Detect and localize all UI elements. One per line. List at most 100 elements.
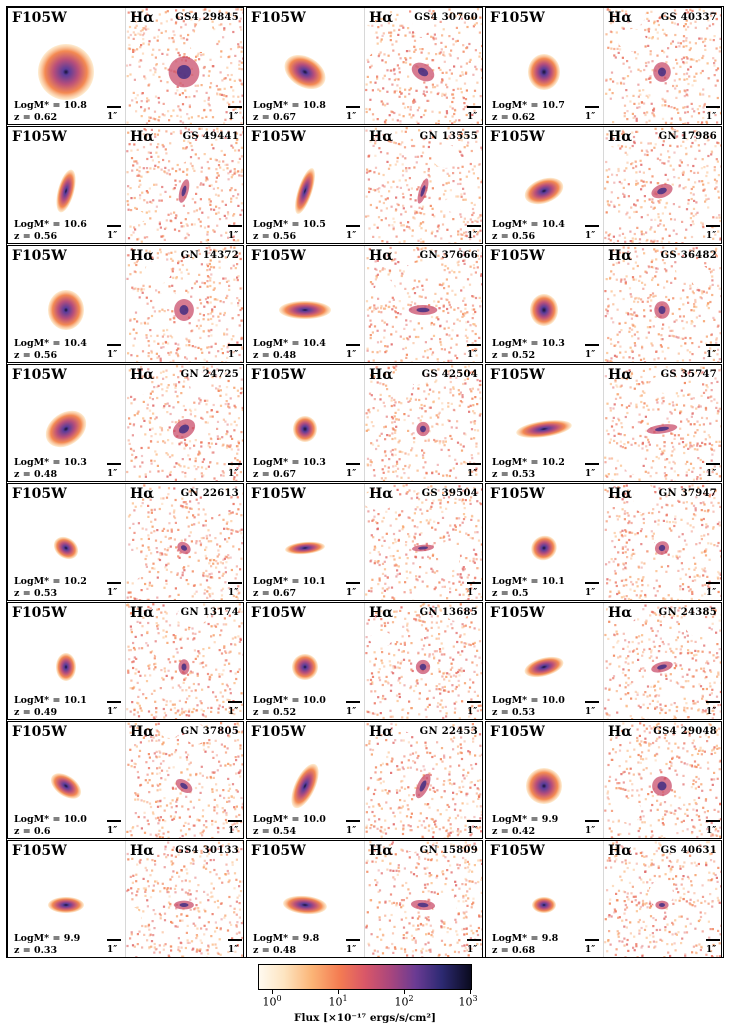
- redshift-label: z = 0.48: [14, 469, 58, 480]
- halpha-map-svg: [126, 722, 243, 838]
- scale-bar: [467, 463, 481, 465]
- halpha-image: [365, 365, 482, 481]
- stellar-mass-label: LogM* = 10.2: [14, 576, 87, 587]
- scale-bar: [346, 463, 360, 465]
- filter-label: F105W: [12, 10, 67, 26]
- halpha-label: Hα: [369, 129, 394, 145]
- scale-bar-label: 1″: [467, 707, 478, 717]
- scale-bar-label: 1″: [585, 707, 596, 717]
- stellar-mass-label: LogM* = 10.0: [253, 814, 326, 825]
- redshift-label: z = 0.56: [492, 231, 536, 242]
- scale-bar: [346, 582, 360, 584]
- f105w-galaxy-svg: [279, 301, 331, 319]
- galaxy-panel: F105W Hα GS 39504 LogM* = 10.1 z = 0.67 1″ 1″: [246, 483, 483, 601]
- halpha-map-svg: [604, 722, 721, 838]
- scale-bar-label: 1″: [585, 945, 596, 955]
- galaxy-id: GS4 30760: [414, 12, 478, 23]
- stellar-mass-label: LogM* = 10.0: [14, 814, 87, 825]
- halpha-image: [365, 127, 482, 243]
- galaxy-id: GN 15809: [419, 845, 478, 856]
- stellar-mass-label: LogM* = 10.5: [253, 219, 326, 230]
- filter-label: F105W: [12, 605, 67, 621]
- halpha-map-svg: [365, 603, 482, 719]
- f105w-image: [8, 484, 125, 600]
- galaxy-panel: F105W Hα GN 22613 LogM* = 10.2 z = 0.53 1″ 1″: [7, 483, 244, 601]
- scale-bar-label: 1″: [706, 469, 717, 479]
- scale-bar-label: 1″: [228, 350, 239, 360]
- stellar-mass-label: LogM* = 10.4: [492, 219, 565, 230]
- scale-bar: [228, 225, 242, 227]
- scale-bar: [228, 582, 242, 584]
- scale-bar: [467, 701, 481, 703]
- galaxy-panel: F105W Hα GS 42504 LogM* = 10.3 z = 0.67 1″ 1″: [246, 364, 483, 482]
- halpha-label: Hα: [369, 10, 394, 26]
- scale-bar: [585, 820, 599, 822]
- stellar-mass-label: LogM* = 10.1: [253, 576, 326, 587]
- redshift-label: z = 0.56: [253, 231, 297, 242]
- halpha-image: [365, 722, 482, 838]
- scale-bar: [346, 701, 360, 703]
- scale-bar: [585, 701, 599, 703]
- halpha-label: Hα: [130, 367, 155, 383]
- f105w-galaxy-svg: [531, 535, 557, 561]
- halpha-map-svg: [365, 365, 482, 481]
- galaxy-id: GS4 29048: [653, 726, 717, 737]
- galaxy-id: GS 40337: [660, 12, 717, 23]
- halpha-map-svg: [126, 246, 243, 362]
- scale-bar: [346, 106, 360, 108]
- galaxy-id: GN 13555: [419, 131, 478, 142]
- scale-bar: [706, 344, 720, 346]
- f105w-galaxy-svg: [56, 653, 76, 681]
- filter-label: F105W: [251, 248, 306, 264]
- scale-bar-label: 1″: [228, 231, 239, 241]
- f105w-image: [486, 246, 603, 362]
- colorbar: 100 101 102 103 Flux [×10⁻¹⁷ ergs/s/cm²]: [258, 964, 478, 1030]
- filter-label: F105W: [12, 129, 67, 145]
- stellar-mass-label: LogM* = 10.0: [492, 695, 565, 706]
- scale-bar-label: 1″: [107, 588, 118, 598]
- halpha-image: [604, 365, 721, 481]
- scale-bar: [346, 344, 360, 346]
- galaxy-panel: F105W Hα GS 49441 LogM* = 10.6 z = 0.56 1″ 1″: [7, 126, 244, 244]
- stellar-mass-label: LogM* = 10.4: [253, 338, 326, 349]
- halpha-image: [126, 603, 243, 719]
- colorbar-tick: [272, 990, 273, 994]
- scale-bar: [107, 344, 121, 346]
- galaxy-id: GS 39504: [421, 488, 478, 499]
- halpha-map-svg: [126, 365, 243, 481]
- halpha-label: Hα: [130, 724, 155, 740]
- redshift-label: z = 0.48: [253, 945, 297, 956]
- galaxy-panel-grid: F105W Hα GS4 29845 LogM* = 10.8 z = 0.62 1″ 1″…: [6, 6, 724, 958]
- galaxy-id: GN 22613: [180, 488, 239, 499]
- halpha-map-svg: [604, 603, 721, 719]
- stellar-mass-label: LogM* = 10.3: [14, 457, 87, 468]
- filter-label: F105W: [490, 248, 545, 264]
- filter-label: F105W: [12, 248, 67, 264]
- galaxy-id: GS 36482: [660, 250, 717, 261]
- filter-label: F105W: [490, 486, 545, 502]
- halpha-map-svg: [365, 8, 482, 124]
- scale-bar-label: 1″: [706, 707, 717, 717]
- redshift-label: z = 0.54: [253, 826, 297, 837]
- halpha-image: [604, 841, 721, 957]
- f105w-image: [486, 603, 603, 719]
- f105w-image: [8, 127, 125, 243]
- filter-label: F105W: [490, 724, 545, 740]
- colorbar-tick-label: 100: [262, 994, 282, 1009]
- scale-bar: [706, 225, 720, 227]
- scale-bar: [107, 582, 121, 584]
- colorbar-tick-label: 103: [458, 994, 478, 1009]
- galaxy-id: GN 13174: [180, 607, 239, 618]
- filter-label: F105W: [251, 129, 306, 145]
- scale-bar: [107, 463, 121, 465]
- halpha-image: [126, 8, 243, 124]
- stellar-mass-label: LogM* = 10.1: [14, 695, 87, 706]
- scale-bar-label: 1″: [346, 112, 357, 122]
- galaxy-id: GN 22453: [419, 726, 478, 737]
- scale-bar: [585, 939, 599, 941]
- f105w-image: [247, 722, 364, 838]
- scale-bar-label: 1″: [467, 826, 478, 836]
- halpha-image: [604, 722, 721, 838]
- filter-label: F105W: [490, 10, 545, 26]
- scale-bar: [346, 225, 360, 227]
